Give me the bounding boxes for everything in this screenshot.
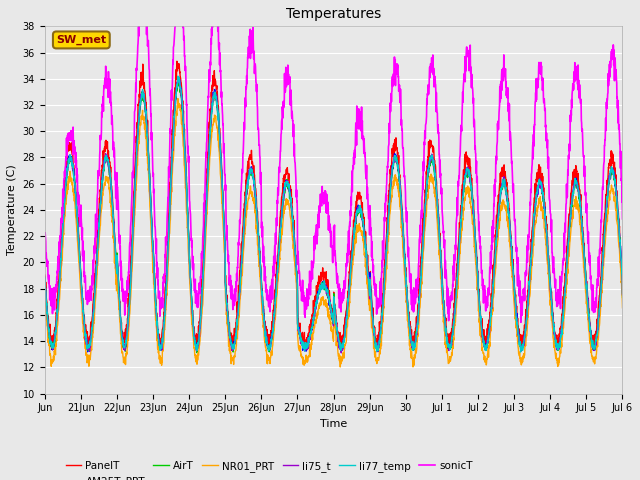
AM25T_PRT xyxy=(224,313,232,319)
sonicT xyxy=(223,238,231,244)
Line: AM25T_PRT: AM25T_PRT xyxy=(45,78,623,352)
li77_temp xyxy=(41,275,49,281)
PanelT xyxy=(508,244,516,250)
Line: AirT: AirT xyxy=(45,81,623,353)
li77_temp xyxy=(611,180,618,186)
X-axis label: Time: Time xyxy=(320,419,348,429)
Title: Temperatures: Temperatures xyxy=(286,7,381,21)
PanelT xyxy=(41,272,49,278)
AirT xyxy=(224,312,232,318)
NR01_PRT xyxy=(174,96,182,101)
AM25T_PRT xyxy=(175,75,183,81)
Line: PanelT: PanelT xyxy=(45,61,623,349)
AM25T_PRT xyxy=(541,204,548,210)
AirT xyxy=(369,318,377,324)
AM25T_PRT xyxy=(619,292,627,298)
PanelT xyxy=(541,199,548,205)
sonicT xyxy=(611,58,618,63)
PanelT xyxy=(369,319,376,325)
Line: li75_t: li75_t xyxy=(45,78,623,353)
AirT xyxy=(619,295,627,300)
PanelT xyxy=(173,59,180,64)
AirT xyxy=(193,350,200,356)
NR01_PRT xyxy=(611,195,618,201)
li75_t xyxy=(41,274,49,279)
li75_t xyxy=(541,207,548,213)
NR01_PRT xyxy=(541,226,548,232)
li75_t xyxy=(611,176,618,182)
li75_t xyxy=(508,257,516,263)
li75_t xyxy=(337,350,345,356)
NR01_PRT xyxy=(369,329,377,335)
li75_t xyxy=(223,307,231,312)
Line: sonicT: sonicT xyxy=(45,0,623,323)
NR01_PRT xyxy=(41,286,49,292)
li77_temp xyxy=(516,349,524,355)
Y-axis label: Temperature (C): Temperature (C) xyxy=(7,165,17,255)
sonicT xyxy=(619,216,627,222)
PanelT xyxy=(99,164,106,170)
li77_temp xyxy=(99,180,106,185)
NR01_PRT xyxy=(508,274,516,280)
AirT xyxy=(41,276,49,281)
AM25T_PRT xyxy=(84,349,92,355)
li75_t xyxy=(369,319,377,324)
li77_temp xyxy=(223,305,231,311)
li77_temp xyxy=(619,290,627,296)
sonicT xyxy=(41,243,49,249)
AM25T_PRT xyxy=(508,256,516,262)
li77_temp xyxy=(369,315,376,321)
li75_t xyxy=(619,291,627,297)
AirT xyxy=(611,178,618,183)
AM25T_PRT xyxy=(41,275,49,281)
PanelT xyxy=(481,347,488,352)
AirT xyxy=(174,78,182,84)
NR01_PRT xyxy=(337,364,344,370)
Legend: PanelT, AM25T_PRT, AirT, NR01_PRT, li75_t, li77_temp, sonicT: PanelT, AM25T_PRT, AirT, NR01_PRT, li75_… xyxy=(61,457,477,480)
NR01_PRT xyxy=(99,190,106,196)
Line: NR01_PRT: NR01_PRT xyxy=(45,98,623,367)
sonicT xyxy=(369,256,376,262)
li77_temp xyxy=(174,73,182,79)
li75_t xyxy=(174,75,182,81)
Line: li77_temp: li77_temp xyxy=(45,76,623,352)
sonicT xyxy=(99,102,106,108)
PanelT xyxy=(223,301,231,307)
AM25T_PRT xyxy=(99,169,106,175)
li77_temp xyxy=(541,208,548,214)
AirT xyxy=(508,255,516,261)
li77_temp xyxy=(508,249,516,255)
NR01_PRT xyxy=(223,323,231,329)
AM25T_PRT xyxy=(611,176,618,182)
NR01_PRT xyxy=(619,305,627,311)
sonicT xyxy=(508,158,516,164)
AirT xyxy=(99,179,106,184)
AM25T_PRT xyxy=(369,320,377,326)
PanelT xyxy=(619,286,627,292)
PanelT xyxy=(611,169,618,175)
sonicT xyxy=(517,320,525,325)
li75_t xyxy=(99,178,106,183)
Text: SW_met: SW_met xyxy=(56,35,106,45)
AirT xyxy=(541,208,548,214)
sonicT xyxy=(541,108,548,113)
